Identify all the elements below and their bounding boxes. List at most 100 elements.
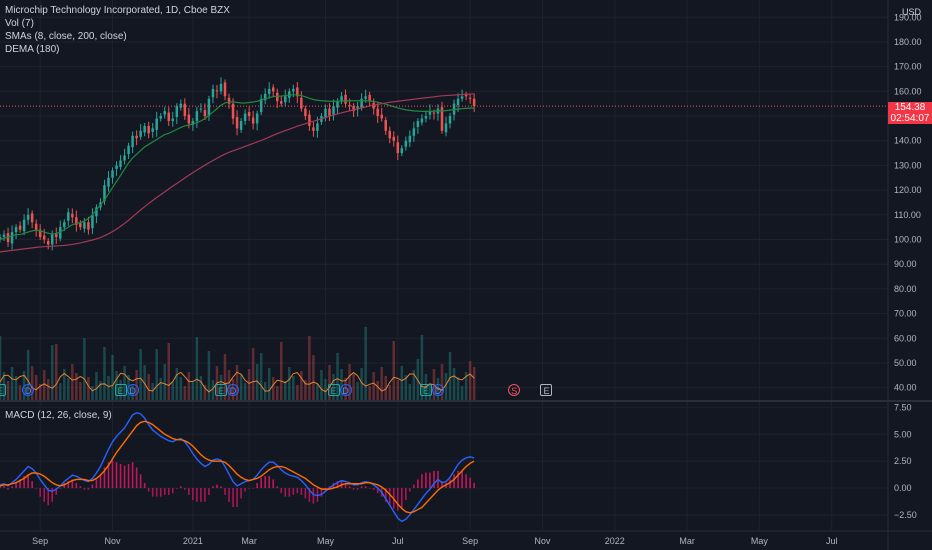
macd-histogram-bar [95,479,98,489]
macd-histogram-bar [224,488,226,495]
candle-body [400,148,404,154]
event-marker-d[interactable]: D [126,384,139,396]
macd-histogram-bar [27,474,29,489]
candle-body [432,112,436,114]
macd-legend: MACD (12, 26, close, 9) [5,409,112,422]
volume-bar [396,380,400,400]
macd-histogram-bar [288,488,291,497]
event-marker-d[interactable]: D [339,384,352,396]
macd-histogram-bar [79,486,82,489]
candle-body [34,223,38,230]
macd-histogram-bar [457,470,459,489]
volume-bar [179,377,183,400]
macd-histogram-bar [103,467,106,489]
volume-bar [404,375,408,400]
chart-legend: Microchip Technology Incorporated, 1D, C… [5,4,230,56]
candle-body [95,207,98,217]
candle-body [155,118,158,130]
candle-body [22,219,26,232]
event-marker-e[interactable]: E [419,384,432,396]
candle-body [404,140,408,147]
candle-body [271,87,275,92]
candle-body [416,120,420,127]
volume-bar [175,368,179,400]
volume-bar [275,386,279,400]
macd-histogram-bar [139,474,142,489]
price-tick-label: 80.00 [894,284,917,294]
volume-bar [316,384,319,400]
volume-bar [243,383,247,400]
time-tick-label: Sep [462,536,478,546]
volume-bar [59,383,62,400]
price-tick-label: 170.00 [894,62,922,72]
volume-bar [288,367,291,400]
macd-indicator-label[interactable]: MACD (12, 26, close, 9) [5,410,112,421]
volume-bar [336,353,339,400]
volume-bar [38,384,42,400]
macd-tick-label: 7.50 [894,402,912,412]
macd-signal-line [0,420,475,514]
sma-indicator-label[interactable]: SMAs (8, close, 200, close) [5,31,127,42]
price-tick-label: 70.00 [894,309,917,319]
candle-body [384,120,387,131]
candle-body [284,96,287,103]
volume-bar [223,354,227,400]
event-marker-e[interactable]: E [0,384,6,396]
macd-tick-label: 0.00 [894,483,912,493]
event-marker-d[interactable]: D [227,384,240,396]
volume-bar [380,367,383,400]
candle-body [239,120,243,130]
volume-bar [115,371,118,400]
price-tick-label: 90.00 [894,259,917,269]
candle-body [472,98,476,107]
volume-bar [123,366,126,400]
candle-body [448,116,452,124]
candle-body [275,92,279,102]
volume-bar [34,375,38,400]
macd-histogram-bar [364,486,367,489]
event-marker-s[interactable]: S [508,384,521,396]
symbol-title[interactable]: Microchip Technology Incorporated, 1D, C… [5,5,230,16]
volume-bar [99,381,102,400]
event-marker-e[interactable]: E [540,384,553,396]
volume-bar [312,355,315,400]
volume-indicator-label[interactable]: Vol (7) [5,18,34,29]
volume-bar [0,336,2,400]
volume-bar [18,385,22,400]
sma-fast-line [0,94,475,241]
macd-histogram-bar [99,474,102,489]
candle-body [263,93,267,101]
macd-histogram-bar [67,481,70,489]
candle-body [103,185,106,201]
event-marker-e[interactable]: E [214,384,227,396]
macd-histogram-bar [473,482,475,489]
macd-histogram-bar [171,488,174,494]
event-marker-e[interactable]: E [327,384,340,396]
macd-histogram-bar [123,465,126,489]
candle-body [135,135,138,139]
volume-bar [428,383,432,400]
volume-bar [324,379,327,400]
macd-histogram-bar [35,488,37,489]
macd-histogram-bar [372,488,375,490]
candle-body [71,213,74,218]
macd-histogram-bar [167,488,170,495]
event-marker-d[interactable]: D [22,384,35,396]
macd-histogram-bar [244,488,246,492]
volume-bar [63,369,66,400]
dema-indicator-label[interactable]: DEMA (180) [5,44,60,55]
candle-body [143,125,146,133]
macd-histogram-bar [135,467,138,489]
candle-body [380,114,383,119]
candle-body [356,106,359,110]
candle-body [163,111,166,115]
candle-body [259,98,263,113]
macd-histogram-bar [212,486,214,489]
macd-histogram-bar [151,488,154,497]
event-marker-d[interactable]: D [431,384,444,396]
macd-histogram-bar [441,481,443,489]
event-marker-e[interactable]: E [114,384,127,396]
candle-body [26,214,30,220]
macd-line [0,412,475,523]
